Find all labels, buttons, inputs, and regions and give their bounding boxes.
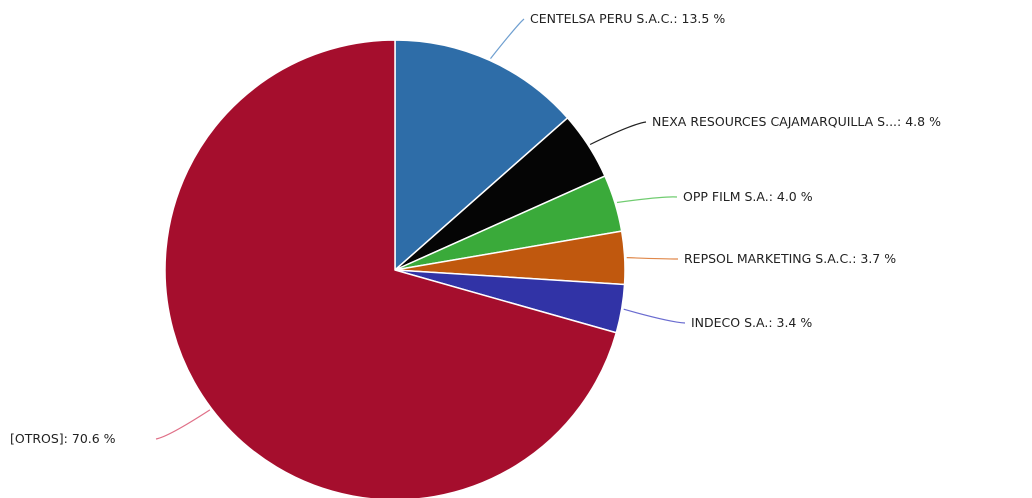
pie-leader-line-2 [616, 196, 678, 204]
pie-leader-line-1 [589, 121, 647, 146]
pie-leader-line-5 [155, 409, 211, 440]
pie-slice-label-5: [OTROS]: 70.6 % [10, 431, 116, 446]
pie-slice-label-3: REPSOL MARKETING S.A.C.: 3.7 % [684, 251, 896, 266]
pie-slices [164, 39, 626, 498]
pie-leader-line-3 [626, 257, 679, 260]
pie-slice-label-0: CENTELSA PERU S.A.C.: 13.5 % [530, 11, 725, 26]
pie-slice-label-4: INDECO S.A.: 3.4 % [691, 315, 812, 330]
pie-leader-line-4 [623, 308, 686, 324]
pie-slice-5[interactable] [164, 39, 618, 498]
pie-leader-lines [155, 18, 686, 440]
pie-slice-label-2: OPP FILM S.A.: 4.0 % [683, 189, 813, 204]
pie-slice-0[interactable] [394, 39, 569, 271]
pie-labels: CENTELSA PERU S.A.C.: 13.5 % NEXA RESOURC… [10, 11, 941, 446]
pie-slice-label-1: NEXA RESOURCES CAJAMARQUILLA S...: 4.8 % [652, 114, 941, 129]
pie-leader-line-0 [490, 18, 525, 59]
